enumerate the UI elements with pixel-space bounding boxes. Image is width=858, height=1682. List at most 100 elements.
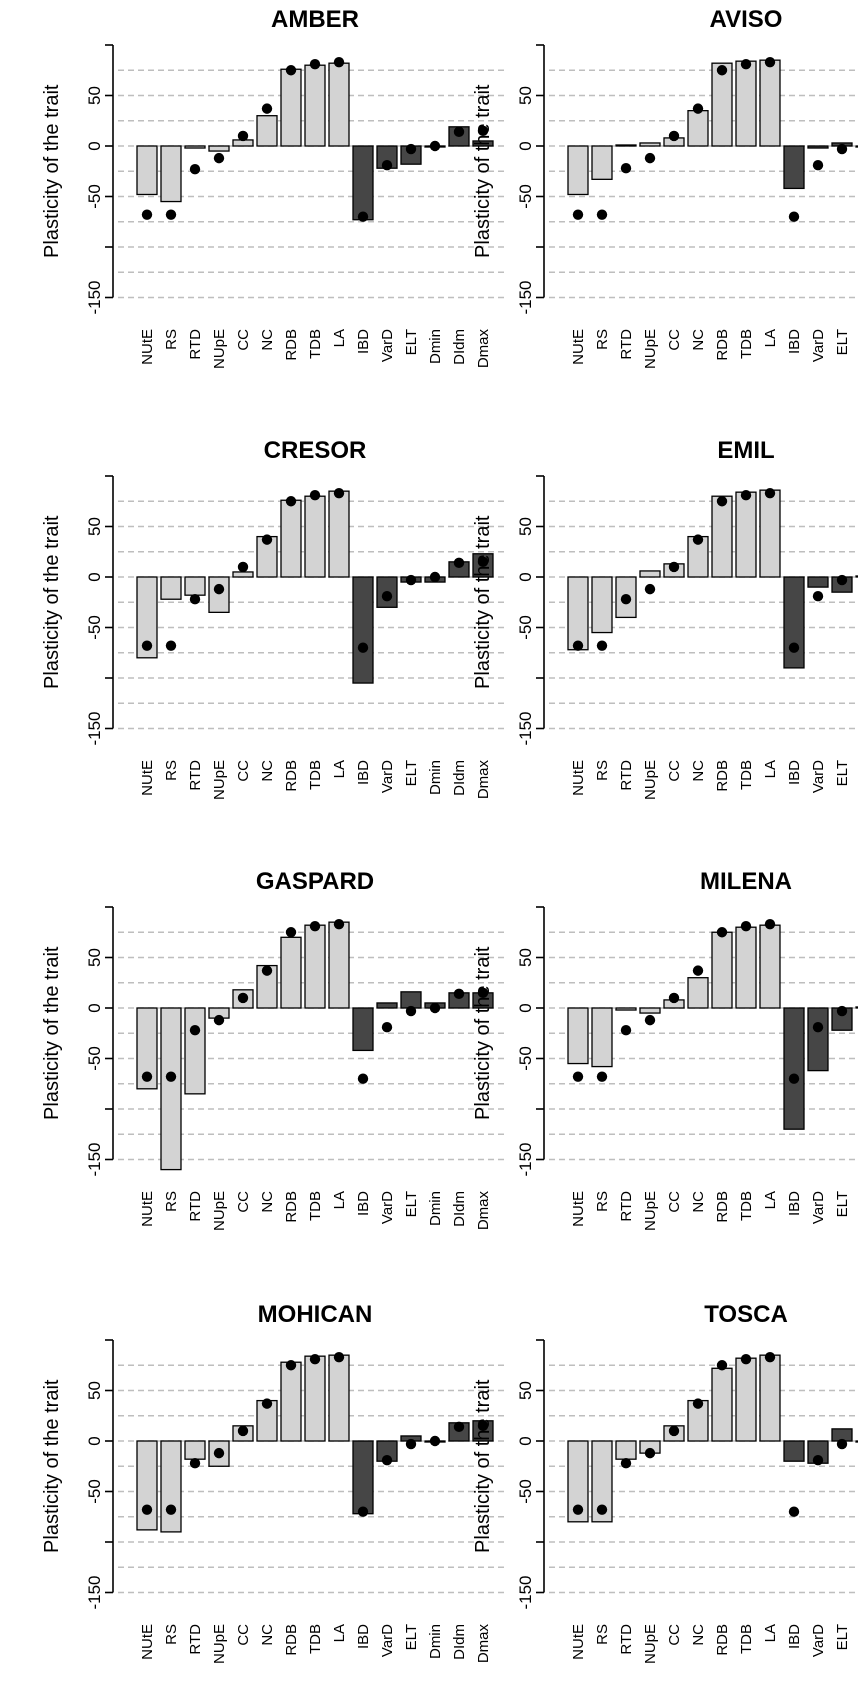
- point-ibd: [788, 642, 800, 653]
- category-label: ELT: [834, 1191, 851, 1217]
- point-nc: [261, 1398, 273, 1409]
- category-label: NC: [690, 1191, 707, 1213]
- point-vard: [381, 1454, 393, 1466]
- point-nupe: [213, 583, 225, 595]
- point-vard: [812, 159, 824, 171]
- category-label: NC: [259, 329, 276, 351]
- bar-la: [328, 1354, 350, 1442]
- y-tick-label: -50: [516, 184, 535, 209]
- category-label: NUpE: [211, 1191, 228, 1231]
- point-nupe: [644, 152, 656, 164]
- category-label: RDB: [714, 329, 731, 361]
- point-tdb: [309, 58, 321, 70]
- category-label: RDB: [714, 1191, 731, 1223]
- category-label: TDB: [738, 329, 755, 359]
- bar-elt: [400, 991, 422, 1009]
- point-cc: [237, 1425, 249, 1437]
- category-label: IBD: [355, 329, 372, 354]
- point-rdb: [716, 927, 728, 938]
- y-tick-label: 50: [85, 1381, 104, 1400]
- y-tick-label: -50: [516, 615, 535, 640]
- point-rs: [165, 1071, 177, 1082]
- point-nupe: [213, 1447, 225, 1459]
- point-cc: [668, 1425, 680, 1437]
- point-vard: [381, 1021, 393, 1033]
- category-label: IBD: [786, 760, 803, 785]
- y-tick-label: -150: [516, 1575, 535, 1609]
- point-rtd: [620, 163, 632, 174]
- point-tdb: [740, 489, 752, 501]
- category-label: LA: [331, 1624, 348, 1642]
- point-didm: [453, 126, 465, 138]
- category-label: RS: [594, 329, 611, 350]
- point-ibd: [357, 1506, 369, 1517]
- category-label: VarD: [379, 1624, 396, 1657]
- category-label: IBD: [786, 1191, 803, 1216]
- point-dmax: [477, 1420, 489, 1432]
- bar-rs: [591, 1440, 613, 1523]
- category-label: RDB: [714, 1624, 731, 1656]
- bar-vard: [807, 1007, 829, 1072]
- category-label: RS: [163, 1624, 180, 1645]
- category-label: NC: [690, 329, 707, 351]
- point-rtd: [620, 1458, 632, 1469]
- category-label: LA: [331, 329, 348, 347]
- category-label: ELT: [834, 1624, 851, 1650]
- category-label: VarD: [379, 760, 396, 793]
- category-label: RTD: [618, 329, 635, 360]
- y-tick-label: 50: [85, 517, 104, 536]
- bar-tdb: [304, 1355, 326, 1442]
- point-dmax: [477, 987, 489, 999]
- panel-aviso: 50 0 -50 -150 Plasticity of the trait AVISO NU…: [472, 6, 858, 369]
- category-label: TDB: [738, 1624, 755, 1654]
- bar-tdb: [735, 926, 757, 1009]
- point-la: [333, 918, 345, 930]
- bar-rdb: [280, 68, 302, 147]
- bar-nupe: [639, 1007, 661, 1014]
- category-label: LA: [762, 1624, 779, 1642]
- bar-nc: [256, 115, 278, 147]
- bar-rdb: [711, 1367, 733, 1442]
- bar-ibd: [783, 1440, 805, 1462]
- point-vard: [812, 1454, 824, 1466]
- bar-ibd: [352, 1440, 374, 1515]
- y-tick-label: -50: [85, 1046, 104, 1071]
- bar-rs: [591, 1007, 613, 1068]
- y-tick-label: -150: [85, 711, 104, 745]
- category-label: RTD: [187, 1191, 204, 1222]
- bar-nute: [136, 576, 158, 659]
- bar-dmax: [472, 140, 494, 147]
- point-elt: [836, 1438, 848, 1450]
- y-tick-label: -50: [85, 184, 104, 209]
- point-nute: [572, 640, 584, 651]
- point-rtd: [189, 594, 201, 605]
- point-cc: [237, 992, 249, 1004]
- bar-nute: [567, 1440, 589, 1523]
- bar-nute: [567, 576, 589, 651]
- point-rdb: [285, 927, 297, 938]
- category-label: CC: [666, 1624, 683, 1646]
- category-label: ELT: [403, 1191, 420, 1217]
- bar-nupe: [639, 570, 661, 578]
- category-label: RDB: [283, 760, 300, 792]
- y-tick-label: -150: [85, 280, 104, 314]
- bar-cc: [232, 571, 254, 578]
- panel-title: AMBER: [271, 6, 359, 33]
- bar-rtd: [184, 576, 206, 596]
- category-label: IBD: [786, 329, 803, 354]
- bar-ibd: [352, 1007, 374, 1052]
- y-tick-label: 0: [516, 1003, 535, 1012]
- bar-nute: [136, 1440, 158, 1531]
- bar-rtd: [184, 1007, 206, 1095]
- point-la: [764, 918, 776, 930]
- point-cc: [668, 992, 680, 1004]
- category-label: IBD: [355, 760, 372, 785]
- point-rtd: [189, 1458, 201, 1469]
- point-ibd: [788, 211, 800, 222]
- category-label: CC: [235, 1624, 252, 1646]
- panel-mohican: 50 0 -50 -150 Plasticity of the trait MOHICAN…: [41, 1301, 505, 1664]
- point-rs: [596, 1504, 608, 1515]
- y-tick-label: 50: [516, 948, 535, 967]
- point-ibd: [357, 642, 369, 653]
- category-label: CC: [666, 329, 683, 351]
